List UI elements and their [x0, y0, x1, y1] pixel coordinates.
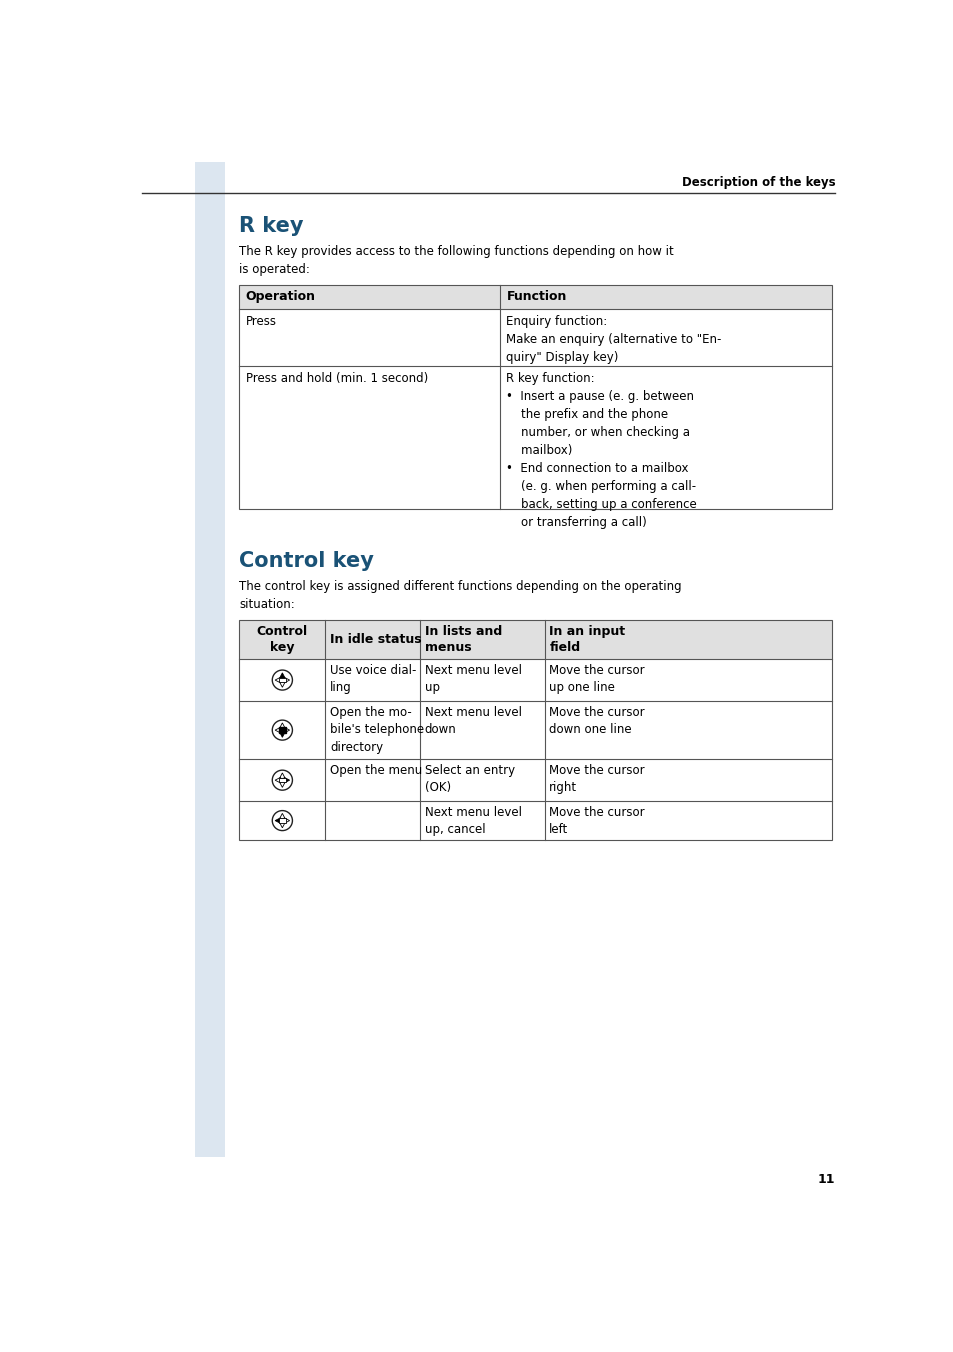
- Bar: [239, 285, 831, 308]
- Polygon shape: [279, 731, 285, 737]
- Text: Control
key: Control key: [256, 625, 308, 654]
- Text: Next menu level
up, cancel: Next menu level up, cancel: [424, 806, 521, 837]
- Text: Move the cursor
up one line: Move the cursor up one line: [549, 664, 644, 694]
- Text: Open the menu: Open the menu: [330, 764, 422, 776]
- Text: Description of the keys: Description of the keys: [681, 176, 835, 189]
- Text: Next menu level
down: Next menu level down: [424, 706, 521, 737]
- Polygon shape: [279, 673, 285, 679]
- Text: Operation: Operation: [245, 291, 315, 303]
- Polygon shape: [274, 818, 280, 823]
- Bar: [239, 621, 831, 840]
- Bar: [279, 818, 285, 823]
- Text: R key: R key: [239, 216, 304, 237]
- Bar: [279, 727, 285, 733]
- Text: Press: Press: [245, 315, 276, 327]
- Bar: [279, 677, 285, 683]
- Text: Enquiry function:
Make an enquiry (alternative to "En-
quiry" Display key): Enquiry function: Make an enquiry (alter…: [506, 315, 721, 364]
- Text: 11: 11: [817, 1174, 835, 1186]
- Text: Select an entry
(OK): Select an entry (OK): [424, 764, 515, 794]
- Bar: [239, 285, 831, 508]
- Text: Open the mo-
bile's telephone
directory: Open the mo- bile's telephone directory: [330, 706, 424, 754]
- Text: Move the cursor
right: Move the cursor right: [549, 764, 644, 794]
- Text: Use voice dial-
ling: Use voice dial- ling: [330, 664, 416, 694]
- Bar: [279, 777, 285, 783]
- Text: In an input
field: In an input field: [549, 625, 625, 654]
- Text: R key function:
•  Insert a pause (e. g. between
    the prefix and the phone
  : R key function: • Insert a pause (e. g. …: [506, 372, 697, 530]
- Text: Move the cursor
left: Move the cursor left: [549, 806, 644, 837]
- Text: Next menu level
up: Next menu level up: [424, 664, 521, 694]
- Text: Move the cursor
down one line: Move the cursor down one line: [549, 706, 644, 737]
- Text: In lists and
menus: In lists and menus: [424, 625, 501, 654]
- Polygon shape: [284, 777, 290, 783]
- Text: Press and hold (min. 1 second): Press and hold (min. 1 second): [245, 372, 427, 385]
- Text: Control key: Control key: [239, 552, 374, 571]
- Text: The control key is assigned different functions depending on the operating
situa: The control key is assigned different fu…: [239, 580, 681, 611]
- Text: In idle status: In idle status: [330, 633, 421, 646]
- Bar: [195, 162, 224, 1157]
- Bar: [239, 621, 831, 658]
- Text: Function: Function: [506, 291, 566, 303]
- Text: The R key provides access to the following functions depending on how it
is oper: The R key provides access to the followi…: [239, 246, 674, 276]
